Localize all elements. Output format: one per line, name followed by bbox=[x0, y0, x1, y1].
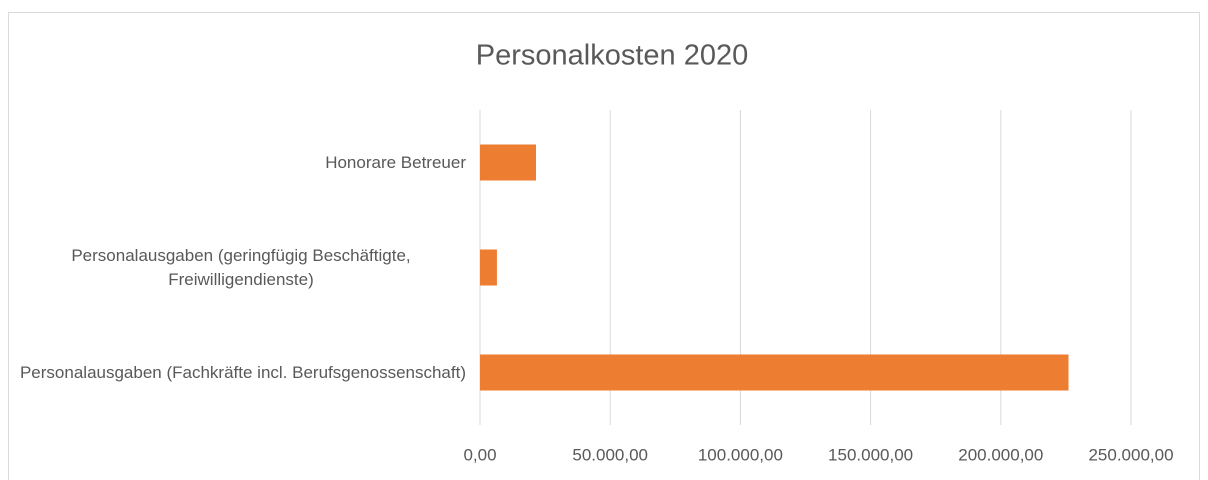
x-tick-label: 100.000,00 bbox=[698, 445, 783, 464]
bar bbox=[480, 144, 536, 181]
x-tick-label: 50.000,00 bbox=[572, 445, 648, 464]
x-tick-label: 0,00 bbox=[463, 445, 496, 464]
x-tick-label: 150.000,00 bbox=[828, 445, 913, 464]
y-tick-label: Honorare Betreuer bbox=[325, 152, 466, 172]
x-tick-label: 250.000,00 bbox=[1088, 445, 1173, 464]
bar bbox=[480, 354, 1069, 391]
chart-border bbox=[8, 12, 1200, 480]
x-tick-label: 200.000,00 bbox=[958, 445, 1043, 464]
y-tick-label: Personalausgaben (geringfügig Beschäftig… bbox=[71, 245, 411, 289]
y-tick-label: Personalausgaben (Fachkräfte incl. Beruf… bbox=[19, 362, 466, 382]
chart-title: Personalkosten 2020 bbox=[476, 40, 748, 72]
bar bbox=[480, 249, 497, 286]
